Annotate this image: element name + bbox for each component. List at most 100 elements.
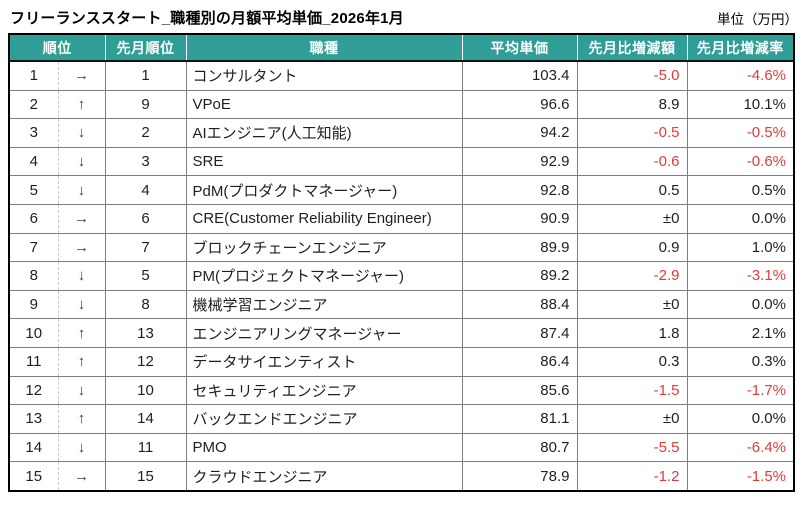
diff-amount-cell: -5.0 <box>576 61 687 91</box>
table-row: 7 → 7 ブロックチェーンエンジニア 89.9 0.9 1.0% <box>9 232 794 262</box>
rank-cell: 10 <box>9 318 58 348</box>
job-title-cell: データサイエンティスト <box>185 346 462 377</box>
avg-price-cell: 89.2 <box>461 261 577 291</box>
column-header-rank: 順位 <box>9 34 105 62</box>
avg-price-cell: 96.6 <box>461 89 577 119</box>
diff-amount-cell: -0.6 <box>576 146 687 176</box>
table-row: 1 → 1 コンサルタント 103.4 -5.0 -4.6% <box>9 61 794 91</box>
trend-arrow-icon: ↑ <box>57 318 105 348</box>
table-row: 8 ↓ 5 PM(プロジェクトマネージャー) 89.2 -2.9 -3.1% <box>9 261 794 291</box>
prev-rank-cell: 10 <box>104 375 186 405</box>
title-bar: フリーランススタート_職種別の月額平均単価_2026年1月 単位（万円） <box>8 5 800 33</box>
diff-rate-cell: -6.4% <box>686 432 794 462</box>
avg-price-cell: 85.6 <box>461 375 577 405</box>
avg-price-cell: 92.8 <box>461 175 577 205</box>
diff-amount-cell: 1.8 <box>576 318 687 348</box>
rank-cell: 2 <box>9 89 58 119</box>
diff-amount-cell: -5.5 <box>576 432 687 462</box>
job-title-cell: セキュリティエンジニア <box>185 375 462 405</box>
rank-cell: 3 <box>9 118 58 148</box>
rank-cell: 12 <box>9 375 58 405</box>
table-row: 6 → 6 CRE(Customer Reliability Engineer)… <box>9 203 794 234</box>
prev-rank-cell: 8 <box>104 289 186 319</box>
prev-rank-cell: 7 <box>104 232 186 262</box>
prev-rank-cell: 6 <box>104 203 186 234</box>
table-row: 10 ↑ 13 エンジニアリングマネージャー 87.4 1.8 2.1% <box>9 318 794 348</box>
trend-arrow-icon: → <box>57 203 105 234</box>
rank-cell: 9 <box>9 289 58 319</box>
trend-arrow-icon: ↓ <box>57 118 105 148</box>
prev-rank-cell: 3 <box>104 146 186 176</box>
job-title-cell: バックエンドエンジニア <box>185 404 462 434</box>
rank-cell: 8 <box>9 261 58 291</box>
avg-price-cell: 90.9 <box>461 203 577 234</box>
column-header-diff-amount: 先月比増減額 <box>576 34 687 62</box>
diff-rate-cell: -0.6% <box>686 146 794 176</box>
avg-price-cell: 92.9 <box>461 146 577 176</box>
prev-rank-cell: 15 <box>104 461 186 491</box>
diff-amount-cell: -1.2 <box>576 461 687 491</box>
trend-arrow-icon: ↓ <box>57 432 105 462</box>
diff-amount-cell: -0.5 <box>576 118 687 148</box>
job-title-cell: コンサルタント <box>185 61 462 91</box>
diff-amount-cell: 0.5 <box>576 175 687 205</box>
column-header-job: 職種 <box>185 34 462 62</box>
prev-rank-cell: 13 <box>104 318 186 348</box>
diff-amount-cell: ±0 <box>576 404 687 434</box>
avg-price-cell: 80.7 <box>461 432 577 462</box>
avg-price-cell: 81.1 <box>461 404 577 434</box>
trend-arrow-icon: ↓ <box>57 375 105 405</box>
trend-arrow-icon: → <box>57 461 105 491</box>
table-row: 2 ↑ 9 VPoE 96.6 8.9 10.1% <box>9 89 794 119</box>
avg-price-cell: 87.4 <box>461 318 577 348</box>
avg-price-cell: 89.9 <box>461 232 577 262</box>
trend-arrow-icon: ↑ <box>57 346 105 377</box>
rank-cell: 1 <box>9 61 58 91</box>
trend-arrow-icon: ↑ <box>57 404 105 434</box>
prev-rank-cell: 14 <box>104 404 186 434</box>
table-row: 15 → 15 クラウドエンジニア 78.9 -1.2 -1.5% <box>9 461 794 491</box>
diff-amount-cell: ±0 <box>576 203 687 234</box>
avg-price-cell: 86.4 <box>461 346 577 377</box>
diff-amount-cell: 0.3 <box>576 346 687 377</box>
rank-cell: 15 <box>9 461 58 491</box>
trend-arrow-icon: ↓ <box>57 261 105 291</box>
prev-rank-cell: 1 <box>104 61 186 91</box>
diff-rate-cell: 10.1% <box>686 89 794 119</box>
trend-arrow-icon: ↓ <box>57 175 105 205</box>
diff-rate-cell: 0.0% <box>686 289 794 319</box>
column-header-avg-price: 平均単価 <box>461 34 577 62</box>
rank-cell: 4 <box>9 146 58 176</box>
diff-amount-cell: 8.9 <box>576 89 687 119</box>
table-body: 1 → 1 コンサルタント 103.4 -5.0 -4.6% 2 ↑ 9 VPo… <box>9 61 794 491</box>
job-title-cell: クラウドエンジニア <box>185 461 462 491</box>
rank-cell: 14 <box>9 432 58 462</box>
diff-rate-cell: -3.1% <box>686 261 794 291</box>
table-row: 11 ↑ 12 データサイエンティスト 86.4 0.3 0.3% <box>9 346 794 377</box>
diff-rate-cell: 0.3% <box>686 346 794 377</box>
job-title-cell: SRE <box>185 146 462 176</box>
job-title-cell: エンジニアリングマネージャー <box>185 318 462 348</box>
job-title-cell: VPoE <box>185 89 462 119</box>
diff-rate-cell: 1.0% <box>686 232 794 262</box>
ranking-table: 順位 先月順位 職種 平均単価 先月比増減額 先月比増減率 1 → 1 コンサル… <box>8 33 795 492</box>
diff-rate-cell: 0.0% <box>686 404 794 434</box>
column-header-prev-rank: 先月順位 <box>104 34 186 62</box>
table-row: 13 ↑ 14 バックエンドエンジニア 81.1 ±0 0.0% <box>9 404 794 434</box>
table-row: 5 ↓ 4 PdM(プロダクトマネージャー) 92.8 0.5 0.5% <box>9 175 794 205</box>
trend-arrow-icon: ↑ <box>57 89 105 119</box>
prev-rank-cell: 4 <box>104 175 186 205</box>
trend-arrow-icon: → <box>57 232 105 262</box>
diff-rate-cell: -0.5% <box>686 118 794 148</box>
prev-rank-cell: 9 <box>104 89 186 119</box>
rank-cell: 13 <box>9 404 58 434</box>
diff-rate-cell: -1.7% <box>686 375 794 405</box>
table-header: 順位 先月順位 職種 平均単価 先月比増減額 先月比増減率 <box>9 34 794 62</box>
trend-arrow-icon: ↓ <box>57 146 105 176</box>
unit-label: 単位（万円） <box>717 12 798 27</box>
job-title-cell: 機械学習エンジニア <box>185 289 462 319</box>
table-row: 3 ↓ 2 AIエンジニア(人工知能) 94.2 -0.5 -0.5% <box>9 118 794 148</box>
table-row: 9 ↓ 8 機械学習エンジニア 88.4 ±0 0.0% <box>9 289 794 319</box>
job-title-cell: PdM(プロダクトマネージャー) <box>185 175 462 205</box>
